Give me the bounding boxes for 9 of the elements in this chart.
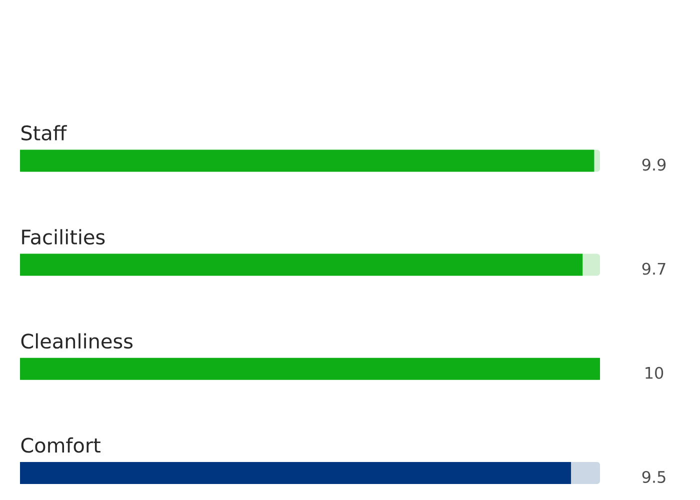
data-label: 9.9 bbox=[642, 158, 666, 171]
data-label: 10 bbox=[646, 366, 664, 379]
bar bbox=[20, 150, 594, 172]
y-tick-label: Cleanliness bbox=[21, 333, 132, 349]
y-tick-label: Facilities bbox=[22, 229, 105, 245]
y-tick-label: Staff bbox=[22, 125, 67, 140]
y-tick-label: Comfort bbox=[21, 437, 100, 453]
data-label: 9.7 bbox=[642, 262, 666, 275]
data-label: 9.5 bbox=[642, 470, 666, 484]
